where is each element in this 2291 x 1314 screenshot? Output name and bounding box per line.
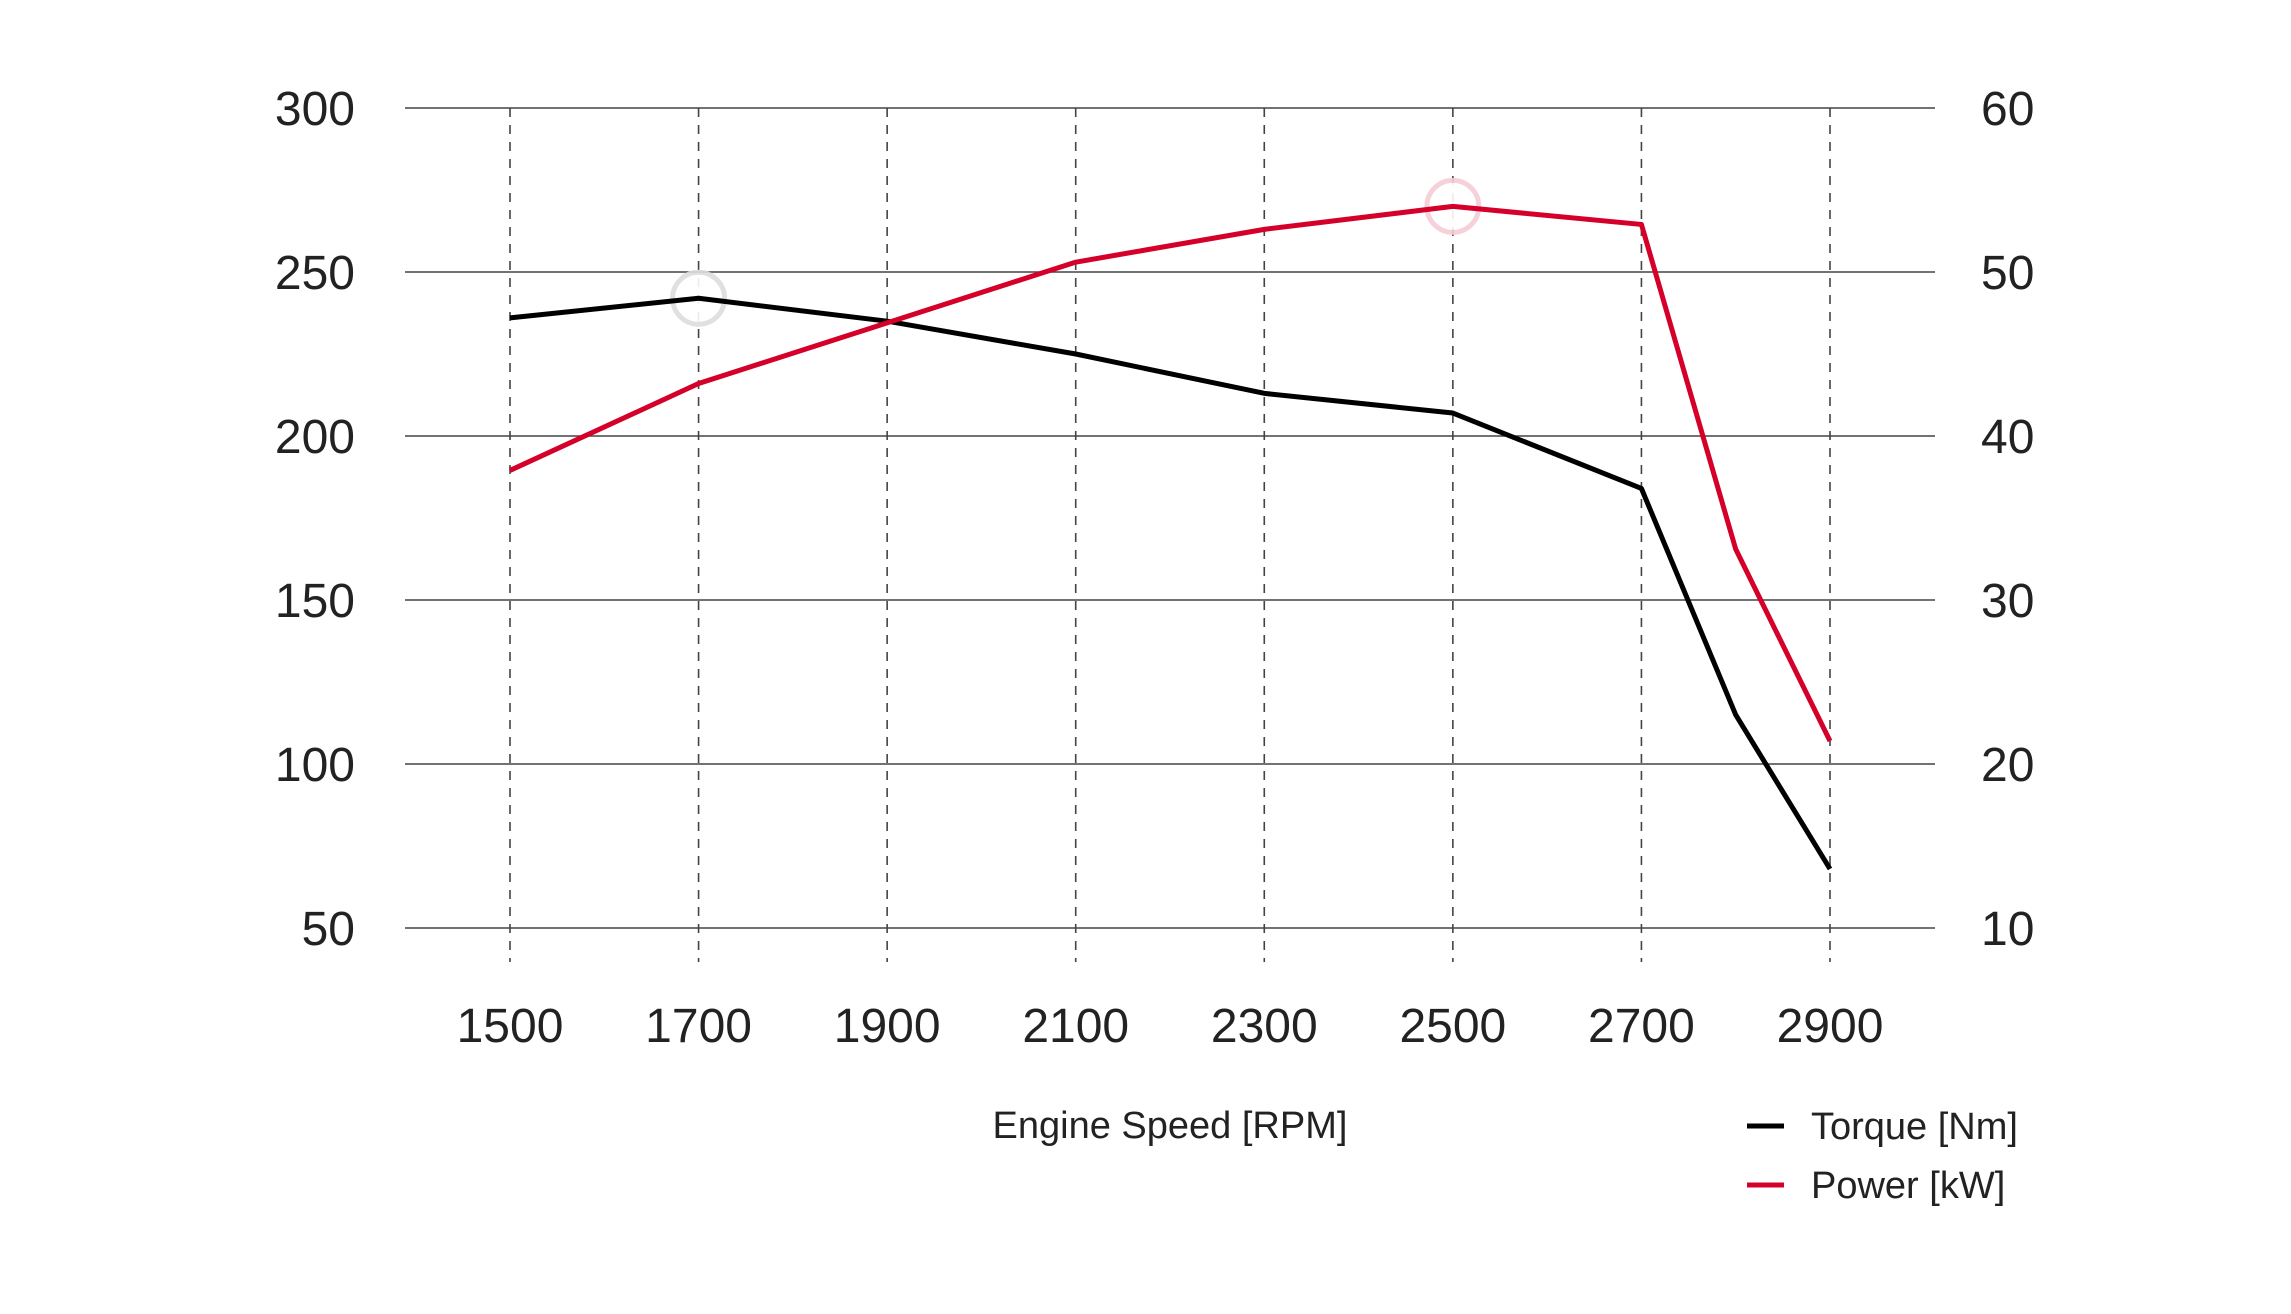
x-tick-label: 2900	[1777, 1000, 1884, 1053]
right-y-tick-label: 30	[1981, 575, 2034, 628]
left-y-tick-label: 250	[275, 247, 355, 300]
right-y-tick-label: 10	[1981, 903, 2034, 956]
x-tick-label: 2100	[1022, 1000, 1129, 1053]
left-y-tick-label: 200	[275, 411, 355, 464]
x-axis-title: Engine Speed [RPM]	[993, 1105, 1348, 1147]
legend: Torque [Nm] Power [kW]	[1747, 1106, 2018, 1207]
power-line	[508, 203, 1833, 743]
left-y-tick-label: 100	[275, 739, 355, 792]
x-axis-ticks: 1500 1700 1900 2100 2300 2500 2700 2900	[457, 1000, 1884, 1053]
torque-line	[509, 295, 1833, 871]
left-y-tick-label: 300	[275, 83, 355, 136]
left-y-axis-ticks: 300 250 200 150 100 50	[275, 83, 355, 956]
x-tick-label: 2700	[1588, 1000, 1695, 1053]
x-tick-label: 1700	[645, 1000, 752, 1053]
right-y-axis-ticks: 60 50 40 30 20 10	[1981, 83, 2034, 956]
right-y-tick-label: 50	[1981, 247, 2034, 300]
series-lines	[508, 177, 1833, 871]
x-tick-label: 2300	[1211, 1000, 1318, 1053]
x-tick-label: 2500	[1399, 1000, 1506, 1053]
grid	[405, 107, 1935, 962]
right-y-tick-label: 60	[1981, 83, 2034, 136]
right-y-tick-label: 20	[1981, 739, 2034, 792]
x-tick-label: 1500	[457, 1000, 564, 1053]
x-tick-label: 1900	[834, 1000, 941, 1053]
left-y-tick-label: 50	[302, 903, 355, 956]
left-y-tick-label: 150	[275, 575, 355, 628]
right-y-tick-label: 40	[1981, 411, 2034, 464]
legend-label: Torque [Nm]	[1811, 1106, 2018, 1148]
legend-label: Power [kW]	[1811, 1165, 2005, 1207]
